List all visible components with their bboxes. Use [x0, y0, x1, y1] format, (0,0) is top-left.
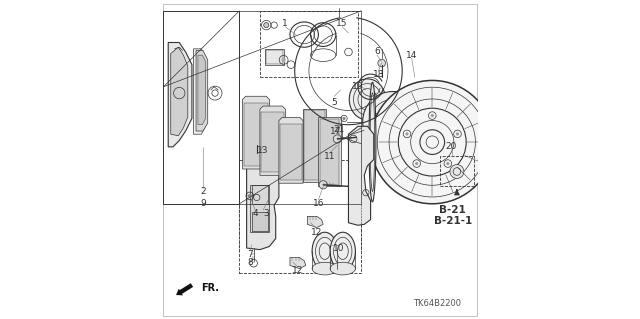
Text: 3: 3	[264, 209, 269, 218]
Polygon shape	[168, 42, 192, 147]
Bar	[440, 156, 474, 186]
Text: FR.: FR.	[202, 283, 220, 293]
Text: 5: 5	[332, 98, 337, 107]
Ellipse shape	[312, 262, 337, 275]
Text: B-21: B-21	[440, 205, 466, 215]
Text: 1: 1	[282, 19, 288, 28]
Polygon shape	[243, 96, 269, 169]
Bar	[163, 11, 239, 204]
Bar	[265, 49, 284, 65]
Circle shape	[446, 162, 449, 165]
Circle shape	[378, 59, 385, 67]
Polygon shape	[260, 106, 285, 175]
Text: 21: 21	[333, 125, 345, 134]
Text: 15: 15	[337, 19, 348, 28]
Text: TK64B2200: TK64B2200	[413, 299, 461, 308]
Text: 12: 12	[311, 228, 323, 237]
Text: 4: 4	[252, 209, 258, 218]
Text: 17: 17	[330, 127, 342, 136]
Ellipse shape	[349, 79, 386, 120]
Bar	[244, 103, 268, 166]
Text: 20: 20	[445, 142, 457, 151]
Circle shape	[342, 117, 346, 120]
Text: 12: 12	[292, 266, 303, 275]
Ellipse shape	[330, 262, 355, 275]
Text: 11: 11	[324, 152, 335, 161]
Polygon shape	[307, 216, 323, 227]
Circle shape	[282, 58, 286, 62]
Ellipse shape	[330, 232, 355, 270]
Bar	[252, 212, 268, 231]
Polygon shape	[290, 257, 306, 269]
Bar	[280, 124, 301, 180]
Bar	[266, 50, 283, 64]
Text: 16: 16	[313, 199, 324, 208]
FancyArrow shape	[176, 283, 193, 295]
Polygon shape	[348, 126, 374, 225]
Circle shape	[333, 135, 342, 143]
Polygon shape	[171, 47, 188, 136]
Bar	[320, 119, 339, 185]
Circle shape	[431, 114, 434, 117]
Polygon shape	[319, 117, 341, 186]
Circle shape	[248, 194, 252, 198]
Circle shape	[264, 23, 269, 28]
Circle shape	[363, 92, 423, 152]
Bar	[262, 112, 284, 172]
Polygon shape	[198, 55, 205, 125]
Polygon shape	[193, 49, 206, 134]
Polygon shape	[279, 117, 303, 183]
Text: 7: 7	[247, 250, 253, 259]
Ellipse shape	[369, 82, 376, 202]
Bar	[260, 11, 358, 77]
Text: 9: 9	[200, 199, 206, 208]
Polygon shape	[303, 109, 326, 182]
Text: 13: 13	[257, 145, 269, 154]
Text: 14: 14	[406, 51, 417, 60]
Text: 2: 2	[200, 187, 206, 196]
Polygon shape	[196, 50, 208, 131]
Polygon shape	[246, 153, 279, 250]
Circle shape	[456, 132, 459, 136]
Text: 10: 10	[333, 243, 345, 253]
Bar	[304, 110, 324, 180]
Text: 8: 8	[247, 258, 253, 267]
Text: 18: 18	[372, 70, 384, 78]
Bar	[239, 160, 361, 273]
Circle shape	[450, 165, 464, 178]
Bar	[250, 185, 269, 232]
Circle shape	[415, 162, 419, 165]
Text: B-21-1: B-21-1	[434, 216, 472, 226]
Circle shape	[406, 132, 408, 136]
Text: 19: 19	[352, 82, 364, 91]
Text: 6: 6	[374, 48, 380, 56]
Ellipse shape	[312, 232, 337, 270]
Circle shape	[319, 181, 327, 189]
Circle shape	[371, 80, 494, 204]
Bar	[252, 185, 268, 204]
